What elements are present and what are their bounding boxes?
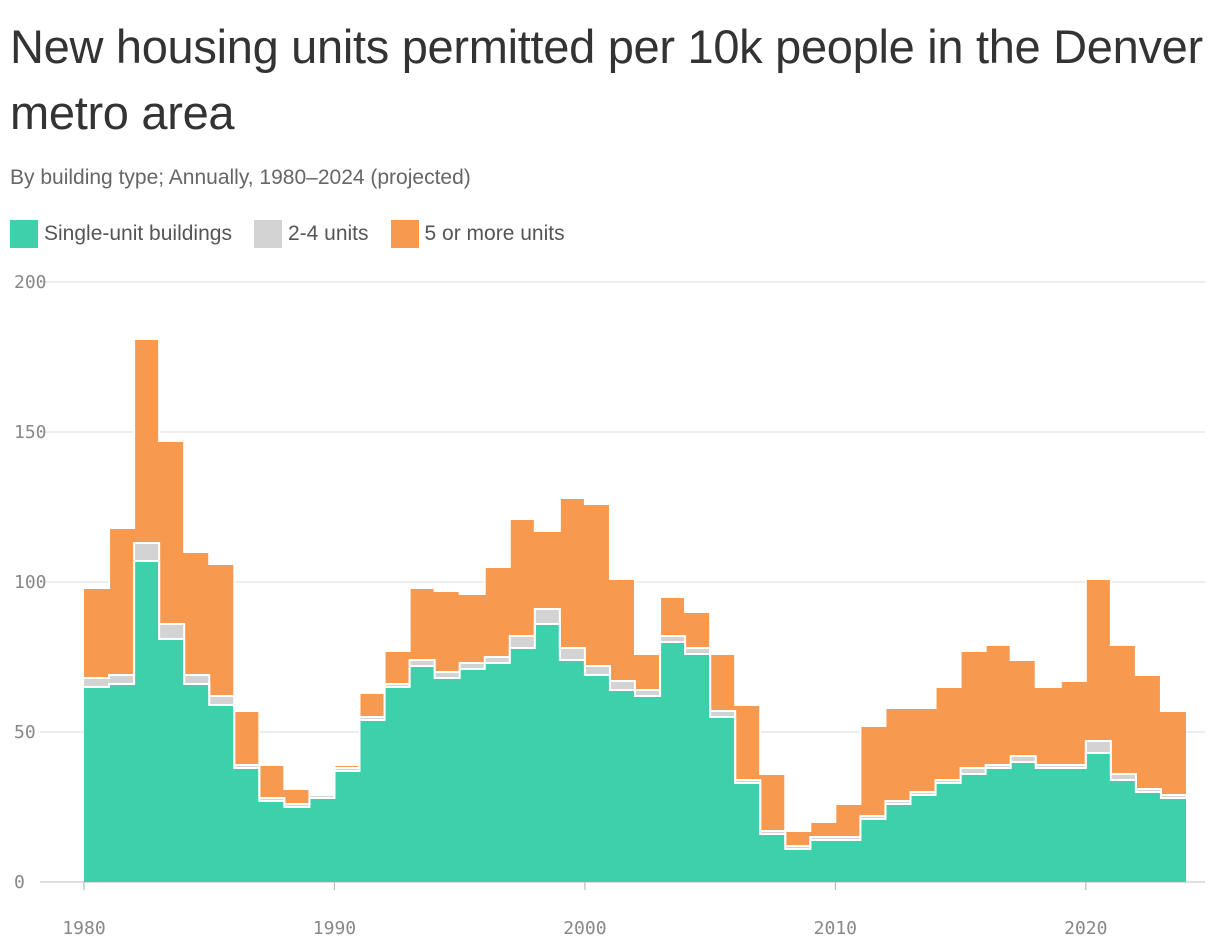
legend-swatch-single-unit — [10, 220, 38, 248]
chart-subtitle: By building type; Annually, 1980–2024 (p… — [10, 166, 471, 189]
legend-swatch-5-plus-units — [390, 220, 419, 248]
x-tick-label-1980: 1980 — [62, 918, 105, 939]
x-tick-label-2010: 2010 — [814, 918, 857, 939]
x-tick-label-2020: 2020 — [1064, 918, 1107, 939]
chart-title: New housing units permitted per 10k peop… — [10, 20, 1203, 139]
x-tick-label-1990: 1990 — [313, 918, 356, 939]
y-tick-label-50: 50 — [14, 722, 36, 743]
legend: Single-unit buildings 2-4 units 5 or mor… — [10, 220, 587, 248]
step-outline-series-2 — [84, 338, 1186, 832]
step-outline-series-1 — [84, 542, 1186, 847]
legend-label-5-plus-units: 5 or more units — [424, 222, 565, 245]
y-tick-label-150: 150 — [14, 422, 47, 443]
legend-item-single-unit: Single-unit buildings — [10, 220, 232, 248]
axes: 0 50 100 150 200 1980 1990 2000 2010 2020 — [14, 272, 1107, 939]
y-tick-label-200: 200 — [14, 272, 47, 293]
y-tick-label-100: 100 — [14, 572, 47, 593]
legend-swatch-2-4-units — [253, 220, 282, 248]
legend-item-5-plus-units: 5 or more units — [390, 220, 565, 248]
x-tick-label-2000: 2000 — [563, 918, 606, 939]
y-tick-label-0: 0 — [14, 872, 25, 893]
legend-label-single-unit: Single-unit buildings — [44, 222, 232, 245]
chart-marks — [84, 338, 1186, 882]
legend-label-2-4-units: 2-4 units — [287, 222, 369, 245]
legend-item-2-4-units: 2-4 units — [253, 220, 369, 248]
